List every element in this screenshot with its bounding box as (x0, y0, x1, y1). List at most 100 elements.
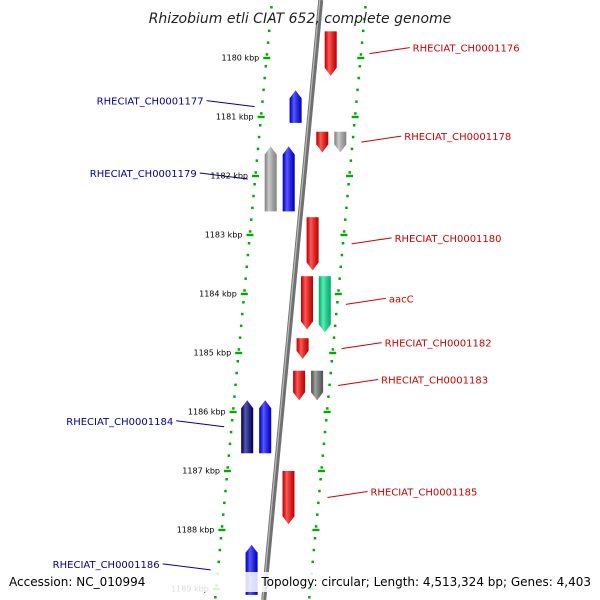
tick-mark (312, 528, 320, 532)
ruler-dot (335, 312, 338, 316)
ruler-dot (356, 88, 359, 92)
ruler-dot (228, 442, 232, 446)
label-leader (176, 420, 225, 428)
gene-shading (301, 276, 313, 330)
gene-label: aacC (389, 294, 414, 305)
ruler-dot (235, 371, 238, 375)
ruler-dot (318, 489, 321, 493)
ruler-dot (239, 324, 243, 328)
gene-label: RHECIAT_CH0001178 (404, 132, 511, 143)
tick-mark (357, 56, 365, 60)
ruler-dot (236, 360, 240, 363)
ruler-dot (336, 301, 339, 304)
ruler-dot (244, 277, 247, 280)
label-leader (361, 135, 402, 143)
ruler-dot (226, 466, 229, 469)
gene-label: RHECIAT_CH0001180 (395, 234, 502, 245)
ruler-dot (270, 6, 273, 9)
backbone-line (261, 0, 324, 600)
gene-label: RHECIAT_CH0001176 (413, 44, 520, 55)
ruler-dot (317, 501, 320, 505)
ruler-dot (326, 407, 329, 410)
ruler-dot (260, 112, 263, 115)
tick-mark (246, 233, 254, 237)
gene-label: RHECIAT_CH0001183 (381, 375, 488, 386)
ruler-dot (267, 29, 271, 33)
ruler-dot (221, 513, 225, 516)
ruler-dot (254, 171, 257, 174)
label-leader (345, 297, 386, 305)
ruler-dot (311, 560, 314, 564)
backbone-highlight (262, 0, 321, 600)
ruler-dot (355, 100, 358, 103)
ruler-dot (361, 29, 365, 33)
tick-mark (218, 528, 226, 532)
ruler-dot (238, 336, 242, 339)
ruler-dot (357, 76, 360, 80)
label-leader (199, 172, 248, 180)
gene-shading (334, 131, 347, 153)
ruler-dot (352, 124, 356, 127)
label-leader (206, 100, 255, 108)
ruler-dot (313, 537, 317, 540)
ruler-dot (269, 17, 272, 21)
ruler-dot (331, 348, 335, 351)
ruler-dot (217, 560, 220, 564)
ruler-dot (308, 596, 311, 599)
gene-shading (264, 146, 277, 212)
ruler-dot (247, 242, 251, 245)
ruler-dot (338, 277, 341, 280)
tick-mark (340, 233, 348, 237)
label-leader (341, 342, 382, 350)
genes (241, 31, 347, 595)
ruler (214, 6, 367, 599)
backbone (261, 0, 324, 600)
ruler-dot (345, 206, 348, 210)
ruler-dot (322, 442, 326, 446)
ruler-dot (329, 371, 332, 375)
gene-shading (296, 338, 309, 359)
gene-shading (318, 276, 331, 333)
ruler-dot (246, 253, 250, 257)
label-leader (338, 378, 379, 386)
ruler-dot (241, 312, 244, 316)
ruler-dot (237, 348, 241, 351)
gene-shading (241, 400, 254, 454)
gene-shading (259, 400, 272, 454)
ruler-dot (230, 419, 234, 422)
gene-shading (316, 131, 329, 153)
tick-label: 1183 kbp (205, 231, 243, 240)
ruler-dot (358, 65, 362, 68)
ruler-dot (350, 147, 354, 151)
ruler-dot (248, 230, 252, 233)
tick-mark (334, 292, 342, 296)
ruler-dot (252, 194, 255, 198)
ruler-dot (229, 430, 233, 434)
ruler-dot (348, 171, 351, 174)
tick-mark (351, 115, 359, 119)
ruler-dot (258, 124, 262, 127)
ruler-dot (263, 76, 266, 80)
map-title: Rhizobium etli CIAT 652, complete genome (149, 11, 452, 27)
ruler-dot (319, 478, 322, 481)
gene-shading (311, 370, 324, 401)
tick-label: 1180 kbp (222, 54, 260, 63)
ruler-dot (314, 525, 318, 528)
tick-mark (229, 410, 237, 414)
ruler-dot (224, 489, 227, 493)
gene-label: RHECIAT_CH0001179 (90, 169, 197, 180)
ruler-dot (312, 548, 316, 552)
tick-mark (257, 115, 265, 119)
gene-shading (306, 217, 319, 271)
gene-label: RHECIAT_CH0001185 (370, 488, 477, 499)
gene-label: RHECIAT_CH0001186 (53, 560, 160, 571)
ruler-dot (255, 159, 259, 162)
tick-mark (235, 351, 243, 355)
ruler-dot (328, 383, 331, 387)
ruler-dot (242, 301, 245, 304)
tick-mark (263, 56, 271, 60)
gene-shading (324, 31, 337, 76)
ruler-dot (364, 6, 367, 9)
ruler-dot (214, 596, 217, 599)
